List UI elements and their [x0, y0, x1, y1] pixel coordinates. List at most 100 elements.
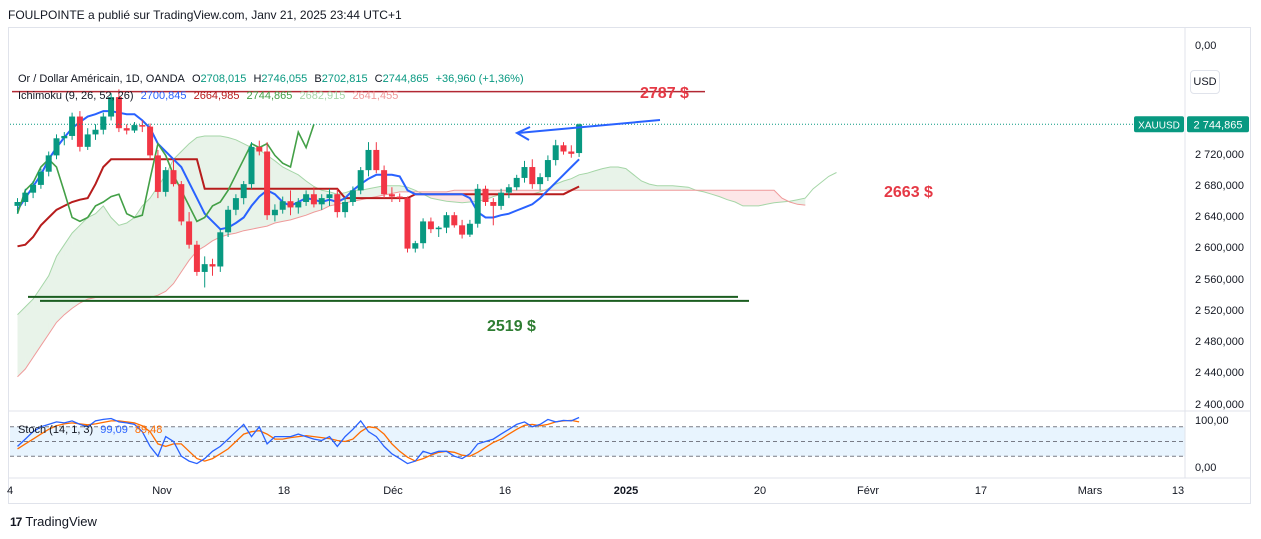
cloud-segment [17, 306, 26, 377]
chart-frame [8, 27, 1251, 504]
cloud-segment [196, 135, 205, 251]
candle-body [490, 202, 497, 206]
x-tick-label: 16 [499, 485, 511, 497]
candle-body [225, 209, 232, 233]
candle-body [217, 232, 224, 267]
cloud-segment [586, 170, 595, 191]
candle-body [513, 177, 520, 188]
support-label: 2519 $ [487, 318, 536, 335]
brand-name: TradingView [25, 514, 97, 529]
candle-body [100, 116, 107, 130]
cloud-segment [79, 217, 88, 303]
annotations: 2787 $ 2663 $ 2519 $ [10, 85, 1185, 335]
stoch-d-line [17, 419, 580, 462]
x-tick-label: Mars [1078, 485, 1103, 497]
candle-body [521, 167, 528, 178]
cloud-segment [727, 190, 736, 202]
candle-body [310, 194, 317, 205]
candle-body [108, 97, 115, 117]
candle-body [37, 171, 44, 185]
candle-body [22, 192, 29, 202]
candle-body [69, 116, 76, 136]
candle-body [326, 194, 333, 199]
symbol-legend: Or / Dollar Américain, 1D, OANDA O2708,0… [18, 73, 524, 85]
cloud-segment [391, 185, 400, 194]
candle-body [123, 128, 130, 131]
cloud-segment [360, 188, 369, 200]
symbol-tag-label: XAUUSD [1138, 120, 1180, 131]
cloud-segment [72, 225, 80, 309]
candle-body [115, 97, 122, 129]
x-tick-label: 13 [1172, 485, 1184, 497]
y-tick-label: 2 400,000 [1195, 399, 1244, 411]
ichimoku-legend: Ichimoku (9, 26, 52, 26) 2700,845 2664,9… [18, 90, 402, 102]
change-value: +36,960 (+1,36%) [435, 73, 524, 85]
candle-body [537, 177, 544, 185]
y-tick-label: 2 560,000 [1195, 274, 1244, 286]
x-tick-label: 20 [754, 485, 766, 497]
stoch-title: Stoch (14, 1, 3) [18, 424, 94, 436]
candle-body [139, 125, 146, 127]
y-tick-label: 2 720,000 [1195, 149, 1244, 161]
candle-body [76, 116, 83, 147]
stochastic-pane [10, 416, 1185, 465]
x-tick-label: 2025 [614, 485, 638, 497]
x-tick-label: Déc [383, 485, 403, 497]
candle-body [170, 170, 177, 185]
footer-brand: 17 TradingView [10, 514, 97, 529]
candle-body [92, 129, 99, 135]
candle-body [334, 194, 341, 213]
ichimoku-span-b: 2641,455 [352, 90, 399, 102]
candle-body [295, 202, 302, 208]
candle-body [84, 134, 91, 147]
y-tick-label: 2 600,000 [1195, 242, 1244, 254]
stoch-k-line [17, 416, 580, 465]
arrow-head-icon [514, 126, 531, 141]
cloud-segment [664, 185, 673, 191]
ichimoku-span-a: 2682,915 [299, 90, 346, 102]
cloud-segment [742, 190, 751, 206]
cloud-segment [610, 167, 619, 191]
stoch-legend: Stoch (14, 1, 3) 99,09 89,48 [18, 424, 166, 436]
cloud-level-label: 2663 $ [884, 184, 933, 201]
arrow-shaft [517, 119, 661, 134]
cloud-segment [87, 213, 96, 300]
cloud-segment [797, 198, 806, 206]
candle-body [186, 221, 193, 245]
cloud-segment [735, 190, 743, 206]
cloud-segment [672, 185, 681, 191]
x-tick-label: 17 [975, 485, 987, 497]
cloud-segment [368, 187, 377, 199]
candle-body [544, 160, 551, 178]
cloud-segment [64, 233, 73, 315]
senkou-span-a-line [17, 135, 837, 316]
candle-body [162, 170, 169, 192]
stoch-d-value: 89,48 [134, 424, 163, 436]
cloud-segment [40, 275, 49, 346]
cloud-segment [25, 299, 34, 370]
candle-body [474, 188, 481, 224]
candle-body [498, 192, 505, 206]
candle-body [505, 187, 512, 193]
candle-body [576, 124, 583, 154]
cloud-segment [56, 244, 65, 323]
cloud-segment [625, 168, 634, 191]
symbol-tag [1134, 116, 1184, 133]
currency-button[interactable]: USD [1190, 70, 1220, 94]
candle-body [404, 198, 411, 249]
candle-body [61, 135, 68, 139]
candle-body [287, 201, 294, 208]
price-tag [1187, 116, 1249, 133]
cloud-segment [313, 186, 322, 213]
cloud-segment [290, 170, 299, 220]
candle-body [412, 243, 419, 249]
candle-body [365, 149, 372, 171]
candle-body [147, 126, 154, 156]
cloud-segment [657, 185, 665, 191]
open-value: 2708,015 [200, 73, 247, 85]
candle-body [388, 194, 395, 197]
candle-body [53, 138, 60, 156]
candle-body [240, 184, 247, 199]
